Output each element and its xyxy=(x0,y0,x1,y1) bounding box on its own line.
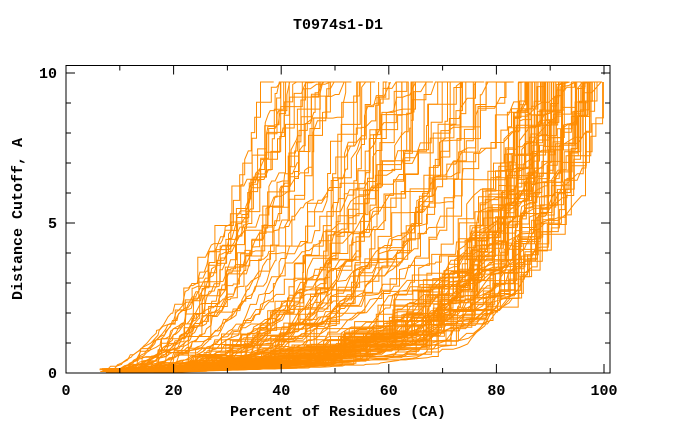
model-curve xyxy=(107,82,320,373)
model-curve xyxy=(115,81,352,372)
tick-labels: 0 20 40 60 80 100 0 5 10 xyxy=(39,66,618,400)
x-tick-label: 20 xyxy=(165,383,183,400)
model-curve xyxy=(143,81,431,372)
y-axis-label: Distance Cutoff, A xyxy=(10,138,27,300)
model-curves xyxy=(99,81,604,373)
model-curve xyxy=(117,81,399,373)
model-curve xyxy=(121,81,335,371)
model-curve xyxy=(129,82,409,371)
y-tick-label: 10 xyxy=(39,66,57,83)
model-curve xyxy=(144,81,367,371)
model-curve xyxy=(135,82,520,369)
model-curve xyxy=(141,82,387,370)
y-tick-label: 0 xyxy=(48,366,57,383)
y-tick-label: 5 xyxy=(48,216,57,233)
model-curve xyxy=(128,82,572,371)
model-curve xyxy=(150,82,506,372)
model-curve xyxy=(122,81,497,372)
x-tick-label: 40 xyxy=(272,383,290,400)
model-curve xyxy=(118,81,417,371)
x-tick-label: 80 xyxy=(487,383,505,400)
model-curve xyxy=(139,81,373,371)
model-curve xyxy=(124,81,274,372)
axis-ticks xyxy=(65,65,610,374)
model-curve xyxy=(99,81,334,370)
model-curve xyxy=(134,81,391,372)
x-tick-label: 60 xyxy=(380,383,398,400)
model-curve xyxy=(99,81,344,371)
model-curve xyxy=(127,81,325,372)
x-tick-label: 100 xyxy=(590,383,617,400)
model-curve xyxy=(143,82,408,373)
model-curve xyxy=(102,81,299,372)
model-curve xyxy=(120,81,283,371)
chart-title: T0974s1-D1 xyxy=(293,17,383,34)
model-curve xyxy=(113,81,286,371)
model-curve xyxy=(130,81,295,371)
x-axis-label: Percent of Residues (CA) xyxy=(230,404,446,421)
model-curve xyxy=(107,82,321,373)
x-tick-label: 0 xyxy=(61,383,70,400)
plot-border xyxy=(65,65,611,374)
